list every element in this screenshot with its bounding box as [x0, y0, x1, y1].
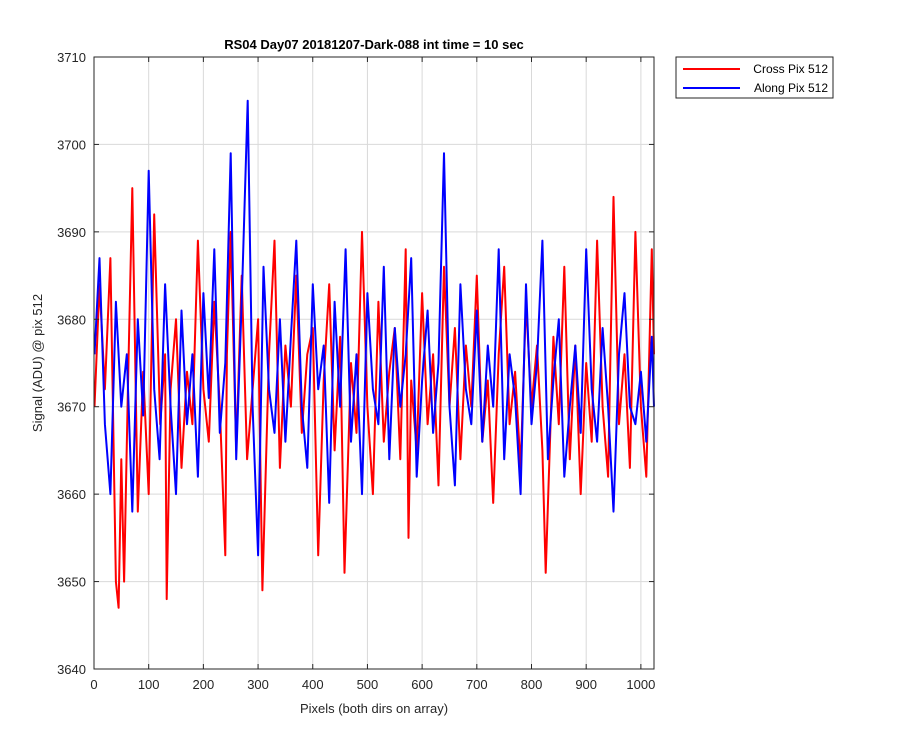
x-tick-label: 400 [302, 677, 324, 692]
axes-box [93, 56, 655, 670]
chart-title: RS04 Day07 20181207-Dark-088 int time = … [224, 37, 524, 52]
y-tick-label: 3700 [57, 137, 86, 152]
y-tick-labels: 3640 3650 3660 3670 3680 3690 3700 3710 [57, 50, 86, 677]
x-tick-label: 800 [521, 677, 543, 692]
grid-lines [94, 57, 654, 669]
series-lines [93, 99, 655, 609]
axis-ticks [93, 56, 654, 670]
legend-label-cross: Cross Pix 512 [753, 62, 828, 76]
y-tick-label: 3670 [57, 400, 86, 415]
x-tick-label: 600 [411, 677, 433, 692]
legend-label-along: Along Pix 512 [754, 81, 828, 95]
y-tick-label: 3660 [57, 487, 86, 502]
x-tick-label: 0 [90, 677, 97, 692]
x-tick-label: 1000 [626, 677, 655, 692]
y-tick-label: 3690 [57, 225, 86, 240]
x-tick-label: 300 [247, 677, 269, 692]
series-line-along-pix-512 [93, 99, 655, 557]
y-axis-label: Signal (ADU) @ pix 512 [30, 294, 45, 432]
x-tick-label: 500 [357, 677, 379, 692]
y-tick-label: 3650 [57, 575, 86, 590]
x-axis-label: Pixels (both dirs on array) [300, 701, 448, 716]
y-tick-label: 3710 [57, 50, 86, 65]
legend-box [675, 56, 834, 99]
x-tick-label: 100 [138, 677, 160, 692]
x-tick-label: 200 [193, 677, 215, 692]
x-tick-labels: 0 100 200 300 400 500 600 700 800 900 1000 [90, 677, 655, 692]
series-line-cross-pix-512 [93, 187, 655, 609]
x-tick-label: 700 [466, 677, 488, 692]
y-tick-label: 3640 [57, 662, 86, 677]
legend: Cross Pix 512 Along Pix 512 [675, 56, 834, 99]
x-tick-label: 900 [575, 677, 597, 692]
y-tick-label: 3680 [57, 312, 86, 327]
